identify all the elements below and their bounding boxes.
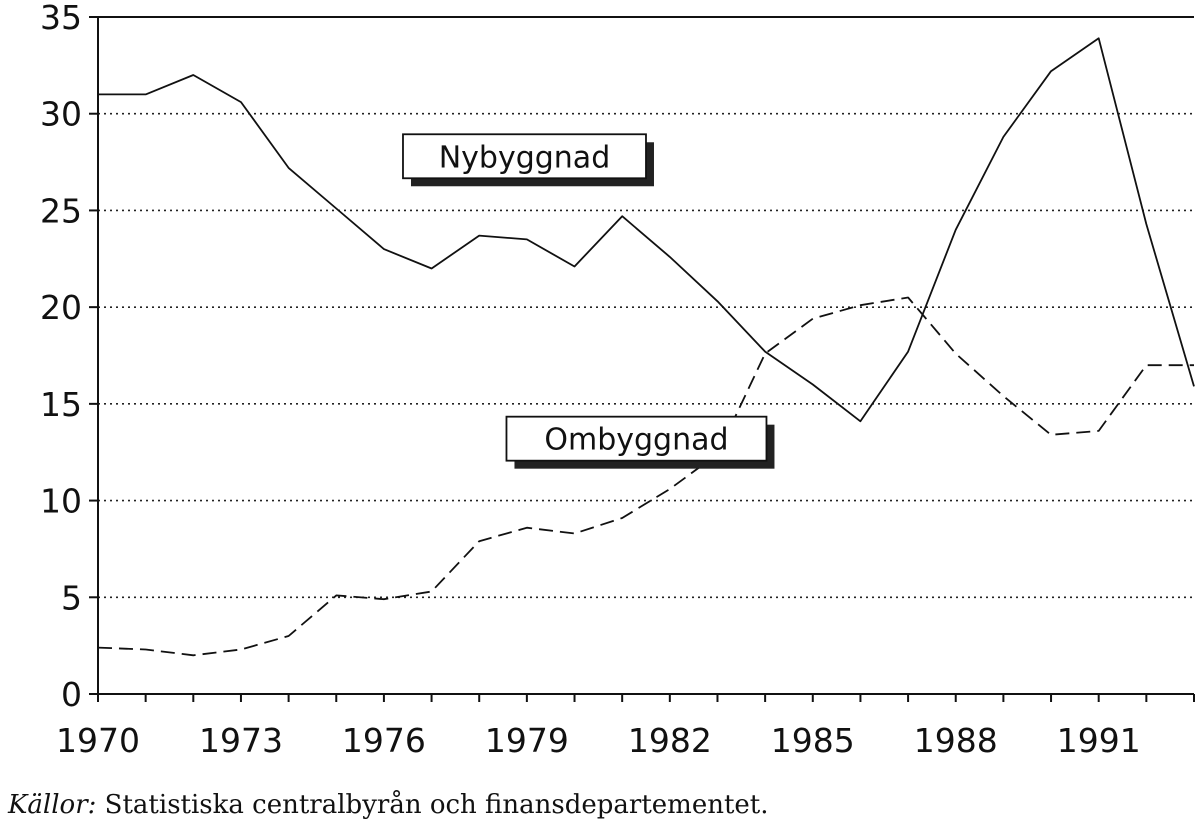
series-lines [97, 37, 1195, 657]
series-label-ombyggnad: Ombyggnad [544, 423, 728, 458]
series-labels: Nybyggnad Ombyggnad [402, 133, 775, 469]
x-tick-label-1976: 1976 [342, 721, 426, 760]
y-tick-label-5: 5 [61, 578, 82, 617]
label-box-nybyggnad [402, 133, 647, 180]
x-tick-label-1979: 1979 [485, 721, 569, 760]
source-note: Källor: Statistiska centralbyrån och fin… [8, 790, 769, 820]
source-prefix: Källor: [8, 790, 97, 820]
series-label-nybyggnad: Nybyggnad [439, 140, 611, 175]
x-tick-label-1991: 1991 [1057, 721, 1141, 760]
y-tick-label-10: 10 [40, 482, 82, 521]
x-tick-label-1988: 1988 [914, 721, 998, 760]
axes [97, 16, 1194, 695]
y-axis-ticks: 0 5 10 15 20 25 30 35 [40, 0, 98, 714]
x-tick-label-1970: 1970 [56, 721, 140, 760]
x-axis-ticks: 1970 1973 1976 1979 1982 1985 1988 1991 [56, 694, 1195, 760]
grid-lines [98, 112, 1194, 599]
y-tick-label-15: 15 [40, 385, 82, 424]
y-tick-label-0: 0 [61, 675, 82, 714]
source-text: Statistiska centralbyrån och finansdepar… [96, 790, 769, 820]
y-tick-label-25: 25 [40, 191, 82, 230]
x-tick-label-1982: 1982 [628, 721, 712, 760]
series-line-ombyggnad [97, 296, 1194, 657]
y-tick-label-35: 35 [40, 0, 82, 37]
label-box-ombyggnad [505, 415, 768, 462]
y-tick-label-30: 30 [40, 95, 82, 134]
y-tick-label-20: 20 [40, 288, 82, 327]
x-tick-label-1973: 1973 [199, 721, 283, 760]
series-line-nybyggnad [98, 37, 1195, 423]
x-tick-label-1985: 1985 [771, 721, 855, 760]
